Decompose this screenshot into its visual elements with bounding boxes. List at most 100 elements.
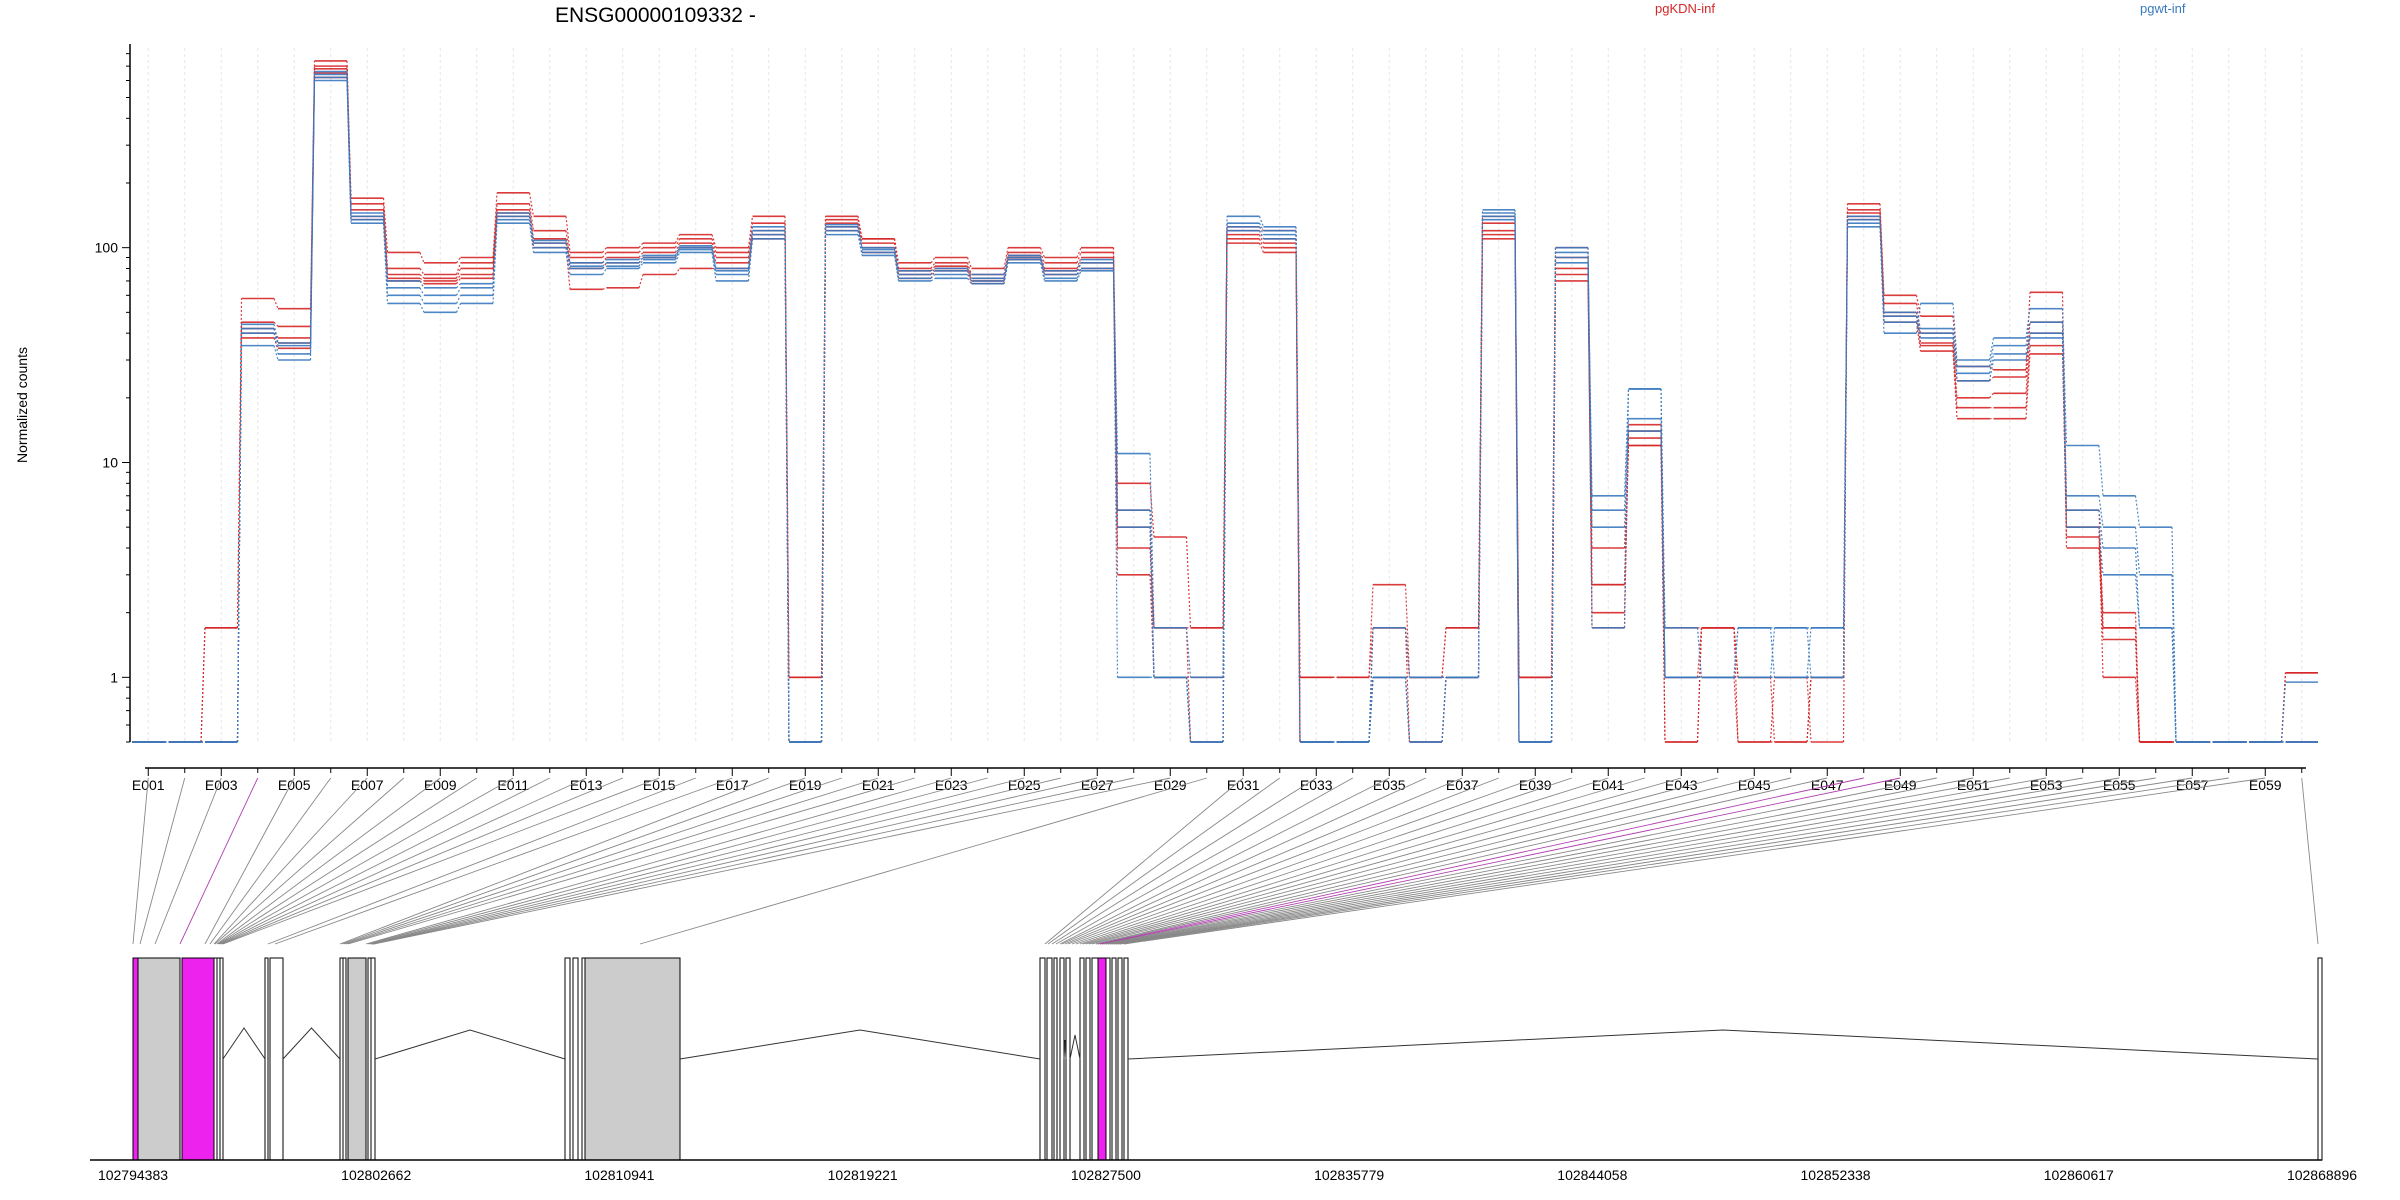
series-transition [2025,292,2031,370]
series-transition [930,262,936,269]
series-transition [2098,547,2104,640]
x-tick-label: E045 [1738,777,1771,793]
series-transition [1076,259,1082,272]
series-transition [1696,627,1703,743]
series-transition [1149,483,1155,538]
axes-layer: 1 10 100 E001 E003 E005 E007 E009 E011 E013 E015 E0… [95,44,2306,793]
series-transition [747,226,754,269]
gene-exon-block [347,957,367,1161]
series-transition [674,234,681,244]
gene-exon-block [572,957,579,1161]
series-transition [1806,627,1812,678]
series-transition [419,280,425,289]
series-transition [1258,238,1265,248]
series-transition [1112,262,1119,528]
series-transition [1039,257,1046,275]
gene-exon-block [1085,957,1091,1161]
series-transition [1003,255,1009,275]
series-transition [930,277,936,282]
series-transition [1185,677,1192,743]
x-tick-label: E017 [716,777,749,793]
series-transition [638,274,644,289]
exon-connector-line [1097,777,1828,945]
exon-connector-line [222,777,660,945]
series-transition [2280,682,2287,743]
intron-connector [679,1029,1041,1060]
series-transition [820,224,827,743]
series-transition [1149,527,1155,678]
exon-connector-line [1099,777,1864,945]
y-tick-label: 1 [110,669,118,685]
exon-connector-line [1071,777,1536,945]
series-transition [2134,627,2141,743]
x-tick-label: E057 [2176,777,2209,793]
exon-connector-line [339,777,769,945]
series-transition [857,219,863,239]
chart-title: ENSG00000109332 - [555,4,756,27]
gene-exon-block [1053,957,1058,1161]
gene-exon-block [370,957,376,1161]
genomic-tick-label: 102794383 [98,1167,168,1183]
exon-connector-line [1101,777,1901,945]
series-transition [455,303,462,313]
intron-connector [282,1027,341,1060]
series-transition [638,242,644,249]
series-transition [2134,547,2141,628]
exon-connector-line [373,777,1171,945]
series-transition [1441,627,1447,678]
gene-exon-block [219,957,224,1161]
series-transition [1769,677,1776,743]
exon-connector-line [341,777,806,945]
exon-connector-lines [132,777,2319,945]
gene-exon-block [1111,957,1117,1161]
series-transition [1039,259,1046,279]
exon-connector-line [1082,777,1645,945]
series-transition [565,230,571,258]
series-transition [1368,584,1374,678]
series-transition [930,270,936,275]
exon-connector-line [214,777,405,945]
series-transition [602,265,607,270]
series-transition [1076,247,1082,258]
exon-connector-line [1055,777,1353,945]
series-transition [1879,216,1885,313]
series-transition [565,247,571,290]
x-tick-label: E011 [497,777,529,793]
series-transition [1076,252,1082,264]
series-transition [1404,584,1411,678]
series-transition [273,298,279,309]
series-transition [382,203,389,269]
series-transition [1952,351,1958,419]
series-transition [2171,627,2177,743]
series-transition [2025,308,2031,339]
series-transition [1988,345,1995,367]
series-transition [602,259,607,264]
series-transition [455,287,462,296]
genomic-tick-label: 102819221 [828,1167,898,1183]
exon-connector-line [2301,777,2319,945]
series-transition [638,262,644,269]
gene-exon-block [1091,957,1099,1161]
series-transition [1185,536,1192,628]
series-transition [1258,226,1265,235]
series-transition [1842,216,1849,678]
exon-connector-line [367,777,988,945]
series-transition [674,249,681,260]
series-transition [1989,365,1994,371]
exon-connector-line [1111,777,2083,945]
series-transition [930,274,936,279]
series-transition [1952,337,1958,374]
series-transition [674,252,681,264]
exon-connector-line [1115,777,2156,945]
series-transition [273,321,279,327]
series-transition [419,277,425,282]
series-transition [565,238,571,263]
series-transition [1769,627,1776,678]
exon-connector-line [369,777,1025,945]
x-tick-label: E013 [570,777,603,793]
exon-connector-line [267,777,696,945]
series-transition [1112,270,1119,454]
series-transition [1660,431,1666,678]
series-transition [1660,388,1666,678]
exon-connector-line [1059,777,1390,945]
